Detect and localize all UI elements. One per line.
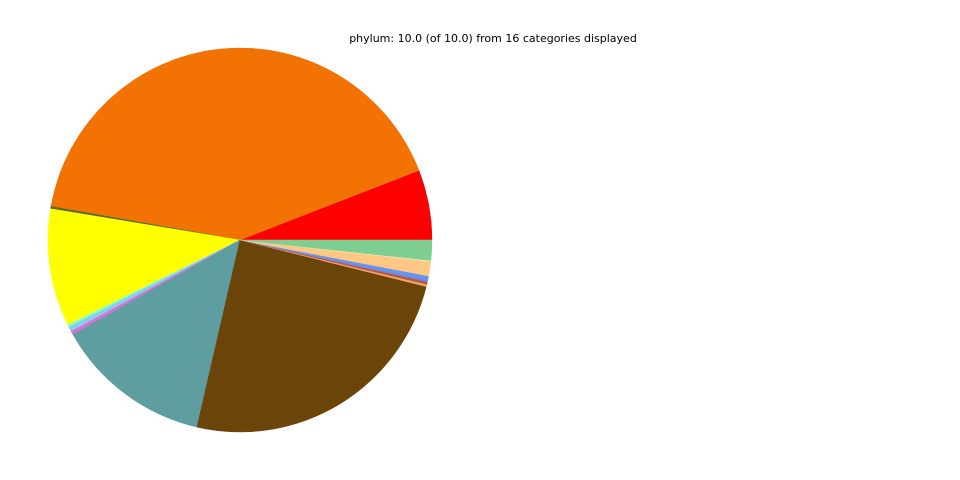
pie-slice-4 [47, 208, 241, 326]
chart-title: phylum: 10.0 (of 10.0) from 16 categorie… [349, 32, 637, 45]
pie-slice-8 [72, 239, 241, 428]
pie-slice-2 [50, 47, 420, 241]
pie-slice-9 [196, 239, 427, 433]
pie-slice-16 [239, 239, 433, 261]
pie-slices [47, 47, 433, 433]
